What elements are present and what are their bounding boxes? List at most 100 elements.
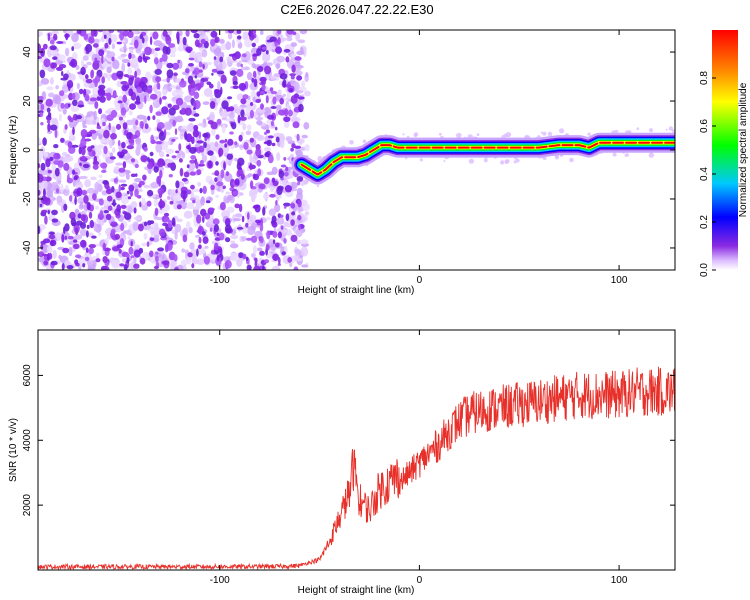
noise-blob xyxy=(185,46,193,52)
noise-blob xyxy=(104,42,109,49)
noise-blob xyxy=(122,161,127,169)
noise-blob xyxy=(66,155,74,162)
noise-blob xyxy=(247,116,251,120)
noise-blob xyxy=(70,105,80,112)
noise-blob xyxy=(218,147,224,157)
noise-blob xyxy=(263,177,270,185)
noise-blob xyxy=(219,38,225,44)
noise-blob xyxy=(216,70,224,75)
noise-blob xyxy=(155,251,159,255)
noise-blob xyxy=(270,106,277,109)
noise-blob xyxy=(253,78,258,88)
noise-blob xyxy=(64,33,70,38)
noise-blob xyxy=(247,173,253,177)
noise-blob xyxy=(167,139,171,146)
noise-blob xyxy=(155,255,159,263)
noise-blob xyxy=(204,245,209,249)
noise-blob xyxy=(226,56,232,62)
noise-blob xyxy=(298,103,304,113)
noise-blob xyxy=(289,170,294,179)
noise-blob xyxy=(221,210,231,219)
noise-blob xyxy=(213,224,219,233)
noise-blob xyxy=(152,31,159,40)
noise-blob xyxy=(117,30,123,33)
noise-blob xyxy=(115,191,122,199)
noise-blob xyxy=(289,88,293,93)
noise-blob xyxy=(102,242,107,251)
noise-blob xyxy=(51,62,58,69)
noise-blob xyxy=(202,215,205,223)
noise-blob xyxy=(261,46,267,50)
noise-blob xyxy=(224,224,232,234)
noise-blob xyxy=(105,188,113,195)
noise-blob xyxy=(269,193,276,198)
noise-blob xyxy=(210,121,218,130)
noise-blob xyxy=(137,55,143,63)
noise-blob xyxy=(287,257,293,263)
noise-blob xyxy=(261,84,266,91)
noise-blob xyxy=(264,151,270,158)
noise-blob xyxy=(276,55,286,63)
noise-blob xyxy=(99,95,106,103)
noise-blob xyxy=(67,141,73,149)
noise-blob xyxy=(266,216,271,221)
noise-blob xyxy=(120,81,128,85)
noise-blob xyxy=(98,49,105,57)
noise-blob xyxy=(47,249,53,253)
noise-blob xyxy=(166,69,174,79)
noise-blob xyxy=(238,134,243,142)
noise-blob xyxy=(70,217,77,227)
noise-blob xyxy=(150,134,154,144)
noise-blob xyxy=(247,212,250,220)
noise-blob xyxy=(128,246,134,255)
noise-blob xyxy=(112,59,120,70)
noise-blob xyxy=(196,229,201,233)
noise-blob xyxy=(225,191,231,195)
noise-blob xyxy=(109,156,116,160)
noise-blob xyxy=(38,151,44,160)
noise-blob xyxy=(118,249,122,254)
noise-blob xyxy=(221,144,230,153)
noise-blob xyxy=(244,37,253,48)
noise-blob xyxy=(295,32,300,42)
noise-blob xyxy=(136,68,142,76)
noise-blob xyxy=(171,217,176,226)
noise-blob xyxy=(159,198,163,206)
noise-blob xyxy=(86,224,90,229)
noise-blob xyxy=(100,139,107,144)
ridge-band xyxy=(291,132,675,185)
y-tick-label: 0 xyxy=(22,147,33,153)
x-tick-label: -100 xyxy=(210,275,230,286)
noise-blob xyxy=(174,231,178,240)
noise-blob xyxy=(45,98,53,107)
noise-blob xyxy=(241,66,251,71)
noise-blob xyxy=(61,234,65,243)
noise-blob xyxy=(152,226,162,237)
noise-blob xyxy=(92,160,100,166)
noise-blob xyxy=(155,141,163,145)
noise-blob xyxy=(85,43,93,53)
noise-blob xyxy=(476,133,480,137)
noise-blob xyxy=(290,147,294,152)
noise-blob xyxy=(108,30,114,34)
noise-blob xyxy=(241,236,247,242)
noise-blob xyxy=(250,102,254,106)
noise-blob xyxy=(53,176,62,181)
noise-blob xyxy=(289,73,296,77)
noise-blob xyxy=(208,207,215,212)
noise-blob xyxy=(294,248,301,256)
noise-blob xyxy=(188,117,196,122)
noise-blob xyxy=(221,124,226,134)
noise-blob xyxy=(264,259,270,264)
noise-blob xyxy=(147,157,150,163)
noise-blob xyxy=(159,57,163,63)
noise-blob xyxy=(209,101,216,109)
noise-blob xyxy=(66,232,70,237)
noise-blob xyxy=(75,227,79,236)
noise-blob xyxy=(219,56,224,63)
noise-blob xyxy=(71,32,79,43)
noise-blob xyxy=(165,46,171,55)
noise-blob xyxy=(69,195,73,202)
noise-blob xyxy=(193,101,197,109)
noise-blob xyxy=(649,128,653,133)
